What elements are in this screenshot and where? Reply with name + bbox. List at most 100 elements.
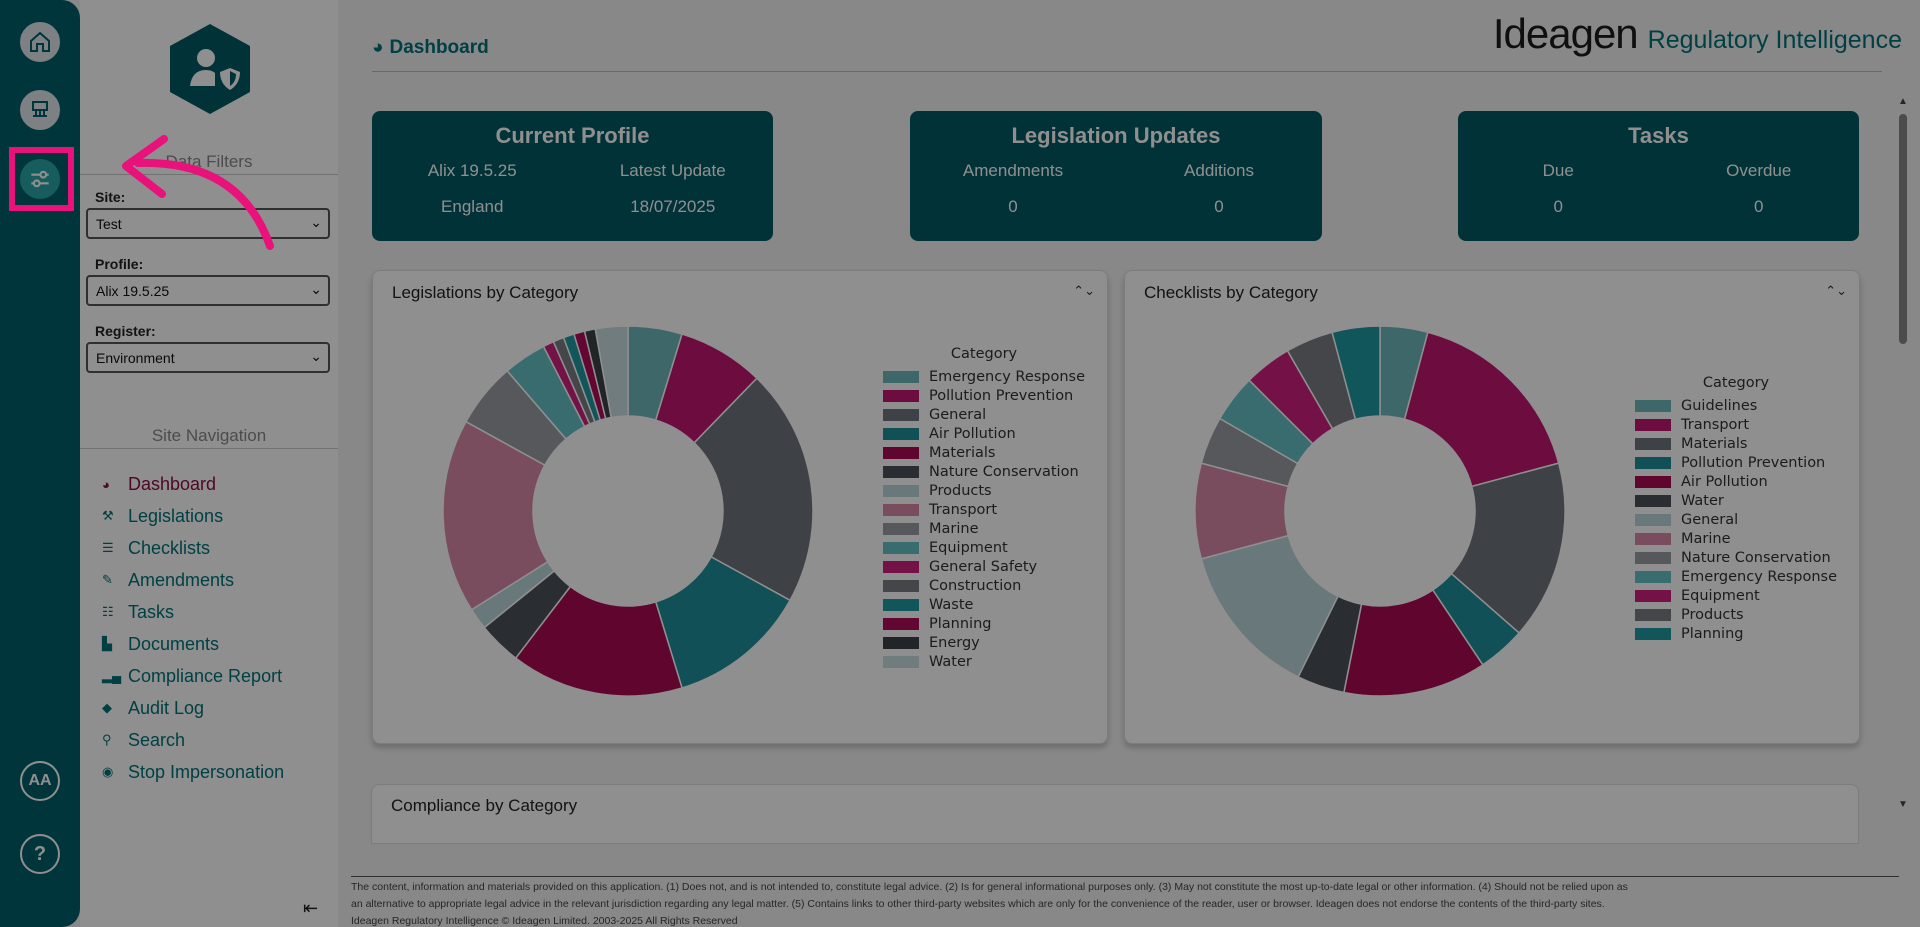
legend-item[interactable]: Air Pollution: [883, 424, 1085, 443]
legend-item[interactable]: Pollution Prevention: [1635, 453, 1837, 472]
legend-item[interactable]: General Safety: [883, 557, 1085, 576]
site-navigation: ◕ Dashboard ⚒ Legislations ☰ Checklists ✎ Am…: [102, 468, 284, 788]
legend-item[interactable]: Marine: [1635, 529, 1837, 548]
legend-item[interactable]: Transport: [1635, 415, 1837, 434]
legend-swatch: [1635, 551, 1671, 564]
sort-toggle-icon[interactable]: ⌃⌄: [1825, 283, 1847, 298]
accessibility-button[interactable]: AA: [20, 761, 60, 801]
legend-item[interactable]: Marine: [883, 519, 1085, 538]
logo-name: Ideagen: [1492, 10, 1639, 57]
register-label: Register:: [95, 323, 156, 339]
sort-toggle-icon[interactable]: ⌃⌄: [1073, 283, 1095, 298]
nav-item-dashboard[interactable]: ◕ Dashboard: [102, 468, 284, 500]
nav-item-audit-log[interactable]: ◆ Audit Log: [102, 692, 284, 724]
legend-item[interactable]: Pollution Prevention: [883, 386, 1085, 405]
nav-label: Audit Log: [128, 697, 205, 718]
legend-label: Equipment: [1681, 587, 1760, 604]
donut-slice-planning[interactable]: [1331, 325, 1381, 421]
card-label: Additions: [1184, 161, 1254, 180]
pointer-arrow: [122, 135, 274, 250]
legend-item[interactable]: Products: [883, 481, 1085, 500]
legend-item[interactable]: Materials: [883, 443, 1085, 462]
legend-item[interactable]: Air Pollution: [1635, 472, 1837, 491]
legend-item[interactable]: General: [1635, 510, 1837, 529]
donut-slice-transport[interactable]: [1403, 331, 1560, 488]
footer-line: an alternative to appropriate legal advi…: [351, 898, 1605, 910]
vertical-scrollbar[interactable]: ▲ ▼: [1898, 96, 1908, 810]
scroll-down-icon[interactable]: ▼: [1898, 799, 1908, 810]
legend-item[interactable]: Emergency Response: [1635, 567, 1837, 586]
nav-label: Amendments: [128, 569, 235, 590]
legend-item[interactable]: Planning: [883, 614, 1085, 633]
current-profile-card: Current Profile Alix 19.5.25 Latest Updat…: [372, 111, 773, 241]
legend-swatch: [1635, 418, 1671, 431]
donut-slice-materials[interactable]: [1450, 462, 1566, 635]
chart-panel-title: Legislations by Category: [392, 283, 579, 302]
chevron-down-icon: ⌄: [310, 348, 322, 364]
nav-item-documents[interactable]: ▙ Documents: [102, 628, 284, 660]
card-label: Amendments: [962, 161, 1064, 180]
help-label: ?: [33, 842, 47, 865]
legend-swatch: [883, 408, 919, 421]
chevron-down-icon: ⌄: [310, 214, 322, 230]
site-select-value: Test: [96, 216, 122, 232]
legend-item[interactable]: Emergency Response: [883, 367, 1085, 386]
legend-label: General: [929, 406, 987, 423]
legend-item[interactable]: Transport: [883, 500, 1085, 519]
legend-label: General: [1681, 511, 1739, 528]
legend-item[interactable]: Waste: [883, 595, 1085, 614]
main-content: ◕ Dashboard Ideagen Regulatory Intellige…: [338, 0, 1920, 927]
nav-item-stop-impersonation[interactable]: ◉ Stop Impersonation: [102, 756, 284, 788]
sites-button[interactable]: [20, 90, 60, 130]
filter-panel: Data Filters Site: Test ⌄ Profile: Alix …: [80, 0, 338, 927]
card-value: 0: [1754, 197, 1764, 216]
legend-item[interactable]: Guidelines: [1635, 396, 1837, 415]
legend-item[interactable]: Nature Conservation: [883, 462, 1085, 481]
nav-item-amendments[interactable]: ✎ Amendments: [102, 564, 284, 596]
legend-swatch: [883, 370, 919, 383]
help-button[interactable]: ?: [20, 834, 60, 874]
chart-panel-title: Compliance by Category: [391, 796, 578, 815]
donut-slice-general[interactable]: [693, 377, 814, 602]
legend-label: Planning: [929, 615, 992, 632]
legend-label: Pollution Prevention: [929, 387, 1074, 404]
legend-item[interactable]: Nature Conservation: [1635, 548, 1837, 567]
legend-item[interactable]: Water: [883, 652, 1085, 671]
legend-item[interactable]: General: [883, 405, 1085, 424]
legend-swatch: [883, 484, 919, 497]
legend-item[interactable]: Equipment: [883, 538, 1085, 557]
legend-item[interactable]: Equipment: [1635, 586, 1837, 605]
nav-label: Dashboard: [128, 473, 217, 494]
home-button[interactable]: [20, 22, 60, 62]
nav-item-tasks[interactable]: ☷ Tasks: [102, 596, 284, 628]
filters-button[interactable]: [20, 159, 60, 199]
logo-product: Regulatory Intelligence: [1647, 26, 1902, 54]
nav-item-checklists[interactable]: ☰ Checklists: [102, 532, 284, 564]
page-title-text: Dashboard: [389, 37, 489, 58]
legend-item[interactable]: Construction: [883, 576, 1085, 595]
legend-item[interactable]: Water: [1635, 491, 1837, 510]
legend-swatch: [1635, 437, 1671, 450]
legend-item[interactable]: Planning: [1635, 624, 1837, 643]
legend-item[interactable]: Materials: [1635, 434, 1837, 453]
donut-slice-transport[interactable]: [442, 420, 549, 611]
legend-swatch: [883, 636, 919, 649]
nav-label: Tasks: [128, 601, 175, 622]
collapse-sidebar-icon[interactable]: ⇤: [303, 898, 319, 918]
site-select[interactable]: Test ⌄: [86, 208, 330, 239]
nav-item-compliance-report[interactable]: ▂▄ Compliance Report: [102, 660, 284, 692]
donut-slice-water[interactable]: [594, 325, 629, 419]
legend-item[interactable]: Products: [1635, 605, 1837, 624]
legend-item[interactable]: Energy: [883, 633, 1085, 652]
card-value: England: [441, 197, 504, 216]
card-title: Legislation Updates: [1011, 123, 1221, 148]
profile-select[interactable]: Alix 19.5.25 ⌄: [86, 275, 330, 306]
nav-item-search[interactable]: ⚲ Search: [102, 724, 284, 756]
scroll-up-icon[interactable]: ▲: [1898, 96, 1908, 107]
legend-label: Products: [1681, 606, 1744, 623]
card-value: 0: [1214, 197, 1224, 216]
nav-item-legislations[interactable]: ⚒ Legislations: [102, 500, 284, 532]
card-value: 0: [1553, 197, 1563, 216]
register-select[interactable]: Environment ⌄: [86, 342, 330, 373]
scroll-thumb[interactable]: [1899, 114, 1907, 344]
